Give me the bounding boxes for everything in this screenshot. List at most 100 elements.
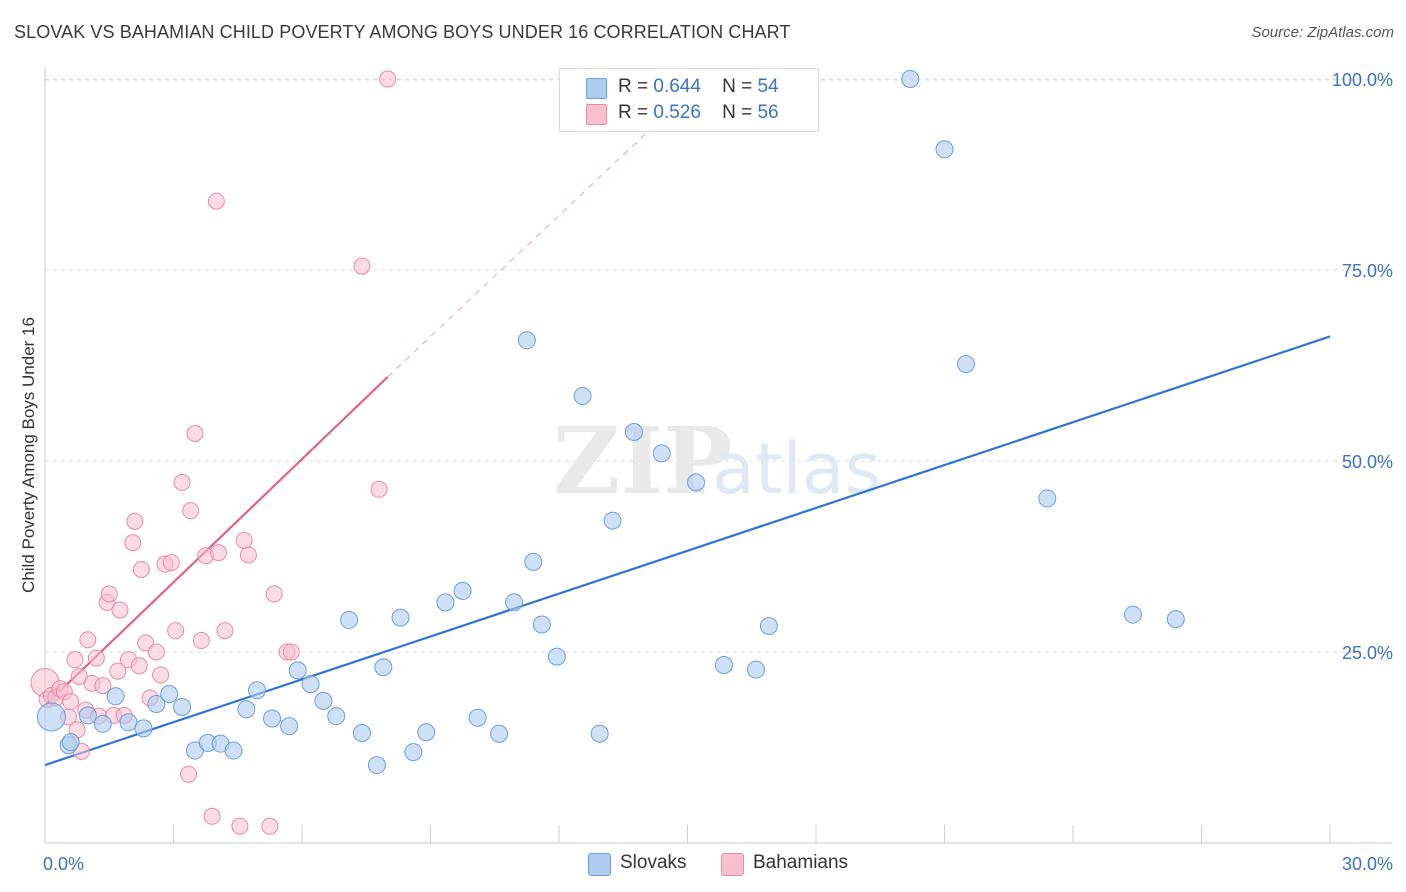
point-slovaks <box>93 714 112 733</box>
point-bahamians <box>235 531 253 549</box>
point-slovaks <box>119 713 138 732</box>
chart-title: SLOVAK VS BAHAMIAN CHILD POVERTY AMONG B… <box>14 22 791 42</box>
point-slovaks <box>652 444 671 463</box>
point-bahamians <box>207 192 225 210</box>
point-bahamians <box>66 651 84 669</box>
point-slovaks <box>687 473 706 492</box>
point-bahamians <box>182 502 200 520</box>
point-bahamians <box>282 643 300 661</box>
trend-line-slovaks <box>44 335 1331 767</box>
point-slovaks <box>340 610 359 629</box>
point-slovaks <box>106 687 125 706</box>
point-slovaks <box>532 615 551 634</box>
legend-n-label: N = <box>722 102 753 123</box>
point-slovaks <box>524 552 543 571</box>
point-slovaks <box>160 685 179 704</box>
source-label: Source: ZipAtlas.com <box>1251 24 1394 41</box>
point-slovaks <box>314 691 333 710</box>
legend-r-label: R = <box>618 76 649 97</box>
point-slovaks <box>237 700 256 719</box>
point-slovaks <box>288 661 307 680</box>
point-bahamians <box>94 677 112 695</box>
point-bahamians <box>152 666 170 684</box>
point-bahamians <box>203 807 221 825</box>
point-slovaks <box>391 608 410 627</box>
point-bahamians <box>370 480 388 498</box>
point-slovaks <box>1038 489 1057 508</box>
trend-line-bahamians <box>44 376 389 707</box>
point-slovaks <box>374 658 393 677</box>
legend-n-value: 56 <box>757 102 779 123</box>
legend-text-slovaks: R = 0.644 N = 54 <box>618 76 779 98</box>
point-slovaks <box>901 70 920 88</box>
watermark: ZIP atlas <box>553 407 881 515</box>
point-slovaks <box>61 733 80 752</box>
watermark-atlas: atlas <box>712 428 881 510</box>
point-bahamians <box>132 560 150 578</box>
point-slovaks <box>956 354 975 373</box>
point-bahamians <box>109 662 127 680</box>
bottom-legend-label-bahamians: Bahamians <box>753 852 849 873</box>
point-slovaks <box>453 581 472 600</box>
point-bahamians <box>62 693 80 711</box>
point-bahamians <box>87 649 105 667</box>
point-bahamians <box>192 632 210 650</box>
point-slovaks <box>505 593 524 612</box>
point-slovaks <box>36 702 66 732</box>
point-slovaks <box>714 655 733 674</box>
point-bahamians <box>239 546 257 564</box>
point-bahamians <box>265 585 283 603</box>
gridlines <box>45 78 1392 653</box>
x-tick-label-max: 30.0% <box>1342 854 1393 874</box>
point-bahamians <box>179 765 197 783</box>
point-slovaks <box>280 717 299 736</box>
legend-n-value: 54 <box>757 76 779 97</box>
point-bahamians <box>379 70 397 88</box>
point-bahamians <box>186 424 204 442</box>
legend-r-value: 0.526 <box>653 102 701 123</box>
legend-swatch-slovaks <box>586 78 607 99</box>
y-axis-label: Child Poverty Among Boys Under 16 <box>19 317 38 593</box>
legend-swatch-bahamians <box>586 104 607 125</box>
legend-r-label: R = <box>618 102 649 123</box>
point-slovaks <box>224 741 243 760</box>
point-slovaks <box>547 647 566 666</box>
point-slovaks <box>1166 610 1185 629</box>
point-bahamians <box>162 554 180 572</box>
point-slovaks <box>517 331 536 350</box>
point-bahamians <box>79 631 97 649</box>
point-bahamians <box>130 657 148 675</box>
point-bahamians <box>100 585 118 603</box>
point-slovaks <box>590 724 609 743</box>
point-bahamians <box>124 534 142 552</box>
point-slovaks <box>327 707 346 726</box>
point-bahamians <box>126 512 144 530</box>
point-slovaks <box>301 675 320 694</box>
trend-extension-bahamians <box>387 93 688 378</box>
point-slovaks <box>404 743 423 762</box>
point-slovaks <box>490 724 509 743</box>
point-slovaks <box>759 617 778 636</box>
point-slovaks <box>173 698 192 717</box>
point-slovaks <box>624 422 643 441</box>
point-bahamians <box>167 622 185 640</box>
legend-n-label: N = <box>722 76 753 97</box>
point-slovaks <box>367 756 386 775</box>
bottom-legend-label-slovaks: Slovaks <box>620 852 687 873</box>
point-bahamians <box>261 817 279 835</box>
point-bahamians <box>231 817 249 835</box>
bottom-legend-swatch-bahamians <box>721 853 744 876</box>
x-tick-label-min: 0.0% <box>43 854 84 874</box>
point-slovaks <box>78 706 97 725</box>
data-points <box>30 70 1185 835</box>
y-tick-label: 50.0% <box>1342 452 1393 472</box>
y-tick-label: 100.0% <box>1332 70 1393 90</box>
point-slovaks <box>417 723 436 742</box>
y-tick-label: 75.0% <box>1342 261 1393 281</box>
point-slovaks <box>747 660 766 679</box>
point-slovaks <box>468 708 487 727</box>
legend-r-value: 0.644 <box>653 76 701 97</box>
point-slovaks <box>573 387 592 406</box>
point-slovaks <box>436 593 455 612</box>
